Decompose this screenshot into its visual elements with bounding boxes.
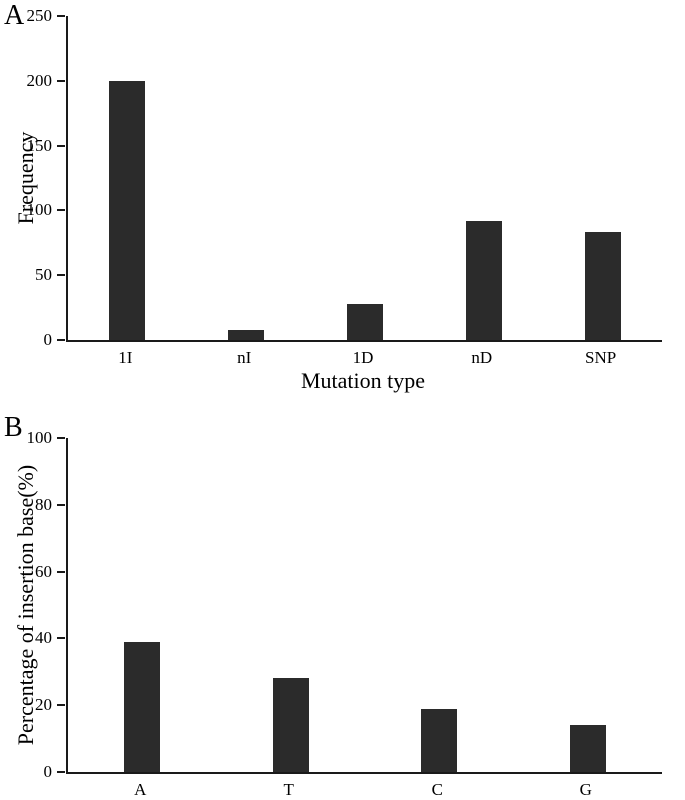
y-axis-tick-label: 60 [35,561,52,581]
x-axis-category-label: T [283,780,294,799]
y-axis-tick-label: 20 [35,695,52,715]
y-axis-tick [57,437,65,439]
y-axis-tick-label: 200 [26,70,53,90]
plot-area-b [66,438,662,774]
bar-a [124,641,161,772]
x-axis-category-label: nD [471,348,493,367]
x-axis-title-mutation-type: Mutation type [300,368,426,393]
x-axis-category-label: A [134,780,147,799]
x-axis-category-label: 1I [118,348,133,367]
bar-snp [584,232,621,340]
chart-insertion-base-percentage: B Percentage of insertion base(%) 0 20 40 6… [0,410,685,800]
y-axis-tick [57,771,65,773]
y-axis-tick-label: 80 [35,494,52,514]
y-axis-tick [57,570,65,573]
y-axis-tick [57,704,65,707]
panel-label-a: A [4,0,25,31]
x-axis-category-label: nI [237,348,252,367]
y-axis-tick [57,637,65,640]
y-axis-tick-label: 100 [26,428,53,447]
y-axis-tick-label: 0 [43,330,53,349]
x-axis-category-label: G [579,780,592,799]
x-axis-category-label: SNP [585,348,617,367]
y-axis-tick-label: 250 [26,6,53,25]
bar-1d [347,303,383,340]
y-axis-tick [57,144,65,147]
y-axis-tick [57,503,65,506]
bar-g [569,725,606,772]
panel-label-b: B [4,412,23,443]
bar-t [272,678,309,772]
y-axis-tick-label: 100 [26,200,53,220]
y-axis-tick-label: 150 [26,135,53,155]
y-axis-tick-label: 0 [43,762,53,781]
bar-1i [109,80,146,340]
y-axis-tick-label: 40 [35,628,52,648]
x-axis-category-label: 1D [352,348,374,367]
bar-nd [465,220,502,340]
y-axis-tick-label: 50 [35,265,52,285]
plot-area-a [66,16,662,342]
bar-ni [228,329,265,340]
y-axis-tick [57,274,65,277]
y-axis-tick [57,79,65,82]
bar-c [421,708,458,772]
x-axis-category-label: C [431,780,443,799]
y-axis-tick [57,15,65,17]
chart-mutation-type-frequency: A Frequency Mutation type 0 50 100 150 200 25… [4,0,662,393]
y-axis-tick [57,209,65,212]
y-axis-tick [57,339,65,341]
